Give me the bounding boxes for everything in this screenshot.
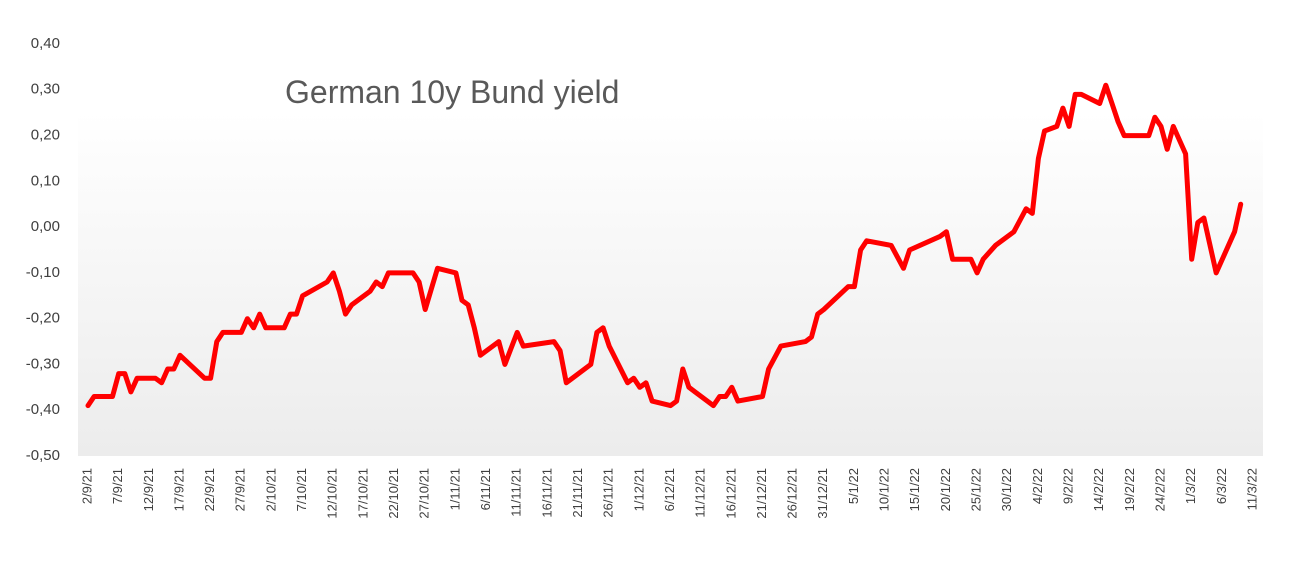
x-tick-label: 2/9/21 (79, 468, 94, 504)
x-tick-label: 4/2/22 (1030, 468, 1045, 504)
x-tick-label: 14/2/22 (1091, 468, 1106, 511)
y-tick-label: -0,20 (26, 310, 60, 327)
x-tick-label: 16/12/21 (723, 468, 738, 519)
x-tick-label: 7/9/21 (110, 468, 125, 504)
x-tick-label: 27/10/21 (417, 468, 432, 519)
y-tick-label: -0,30 (26, 355, 60, 372)
chart-title: German 10y Bund yield (285, 74, 619, 110)
x-tick-label: 11/12/21 (693, 468, 708, 518)
x-tick-label: 2/10/21 (263, 468, 278, 511)
x-tick-label: 22/10/21 (386, 468, 401, 519)
x-tick-label: 1/3/22 (1183, 468, 1198, 504)
x-tick-label: 19/2/22 (1122, 468, 1137, 511)
x-tick-label: 11/11/21 (509, 468, 524, 517)
data-line (85, 82, 1244, 409)
x-tick-label: 7/10/21 (294, 468, 309, 511)
x-tick-label: 12/10/21 (325, 468, 340, 519)
x-tick-label: 6/3/22 (1214, 468, 1229, 504)
y-tick-label: 0,30 (31, 81, 60, 98)
x-tick-label: 25/1/22 (969, 468, 984, 511)
y-tick-label: -0,10 (26, 264, 60, 281)
x-tick-label: 5/1/22 (846, 468, 861, 504)
y-tick-label: 0,10 (31, 172, 60, 189)
x-tick-label: 26/11/21 (601, 468, 616, 518)
x-tick-label: 21/11/21 (570, 468, 585, 518)
x-tick-label: 27/9/21 (233, 468, 248, 511)
x-tick-label: 11/3/22 (1244, 468, 1259, 510)
x-tick-label: 26/12/21 (785, 468, 800, 519)
y-tick-label: 0,20 (31, 127, 60, 144)
y-tick-label: -0,50 (26, 447, 60, 464)
x-tick-label: 30/1/22 (999, 468, 1014, 511)
x-tick-label: 1/12/21 (631, 468, 646, 511)
x-tick-label: 24/2/22 (1152, 468, 1167, 511)
x-tick-label: 17/10/21 (355, 468, 370, 519)
plot-background (78, 112, 1263, 456)
x-tick-label: 6/11/21 (478, 468, 493, 510)
x-tick-label: 1/11/21 (447, 468, 462, 510)
x-tick-label: 21/12/21 (754, 468, 769, 519)
x-tick-label: 15/1/22 (907, 468, 922, 511)
x-tick-label: 20/1/22 (938, 468, 953, 511)
x-tick-label: 22/9/21 (202, 468, 217, 511)
x-tick-label: 31/12/21 (815, 468, 830, 519)
y-tick-label: -0,40 (26, 401, 60, 418)
y-tick-label: 0,00 (31, 218, 60, 235)
y-tick-label: 0,40 (31, 35, 60, 52)
x-tick-label: 10/1/22 (877, 468, 892, 511)
x-tick-label: 16/11/21 (539, 468, 554, 518)
x-tick-label: 9/2/22 (1060, 468, 1075, 504)
x-tick-label: 6/12/21 (662, 468, 677, 511)
x-tick-label: 12/9/21 (141, 468, 156, 511)
x-tick-label: 17/9/21 (171, 468, 186, 511)
